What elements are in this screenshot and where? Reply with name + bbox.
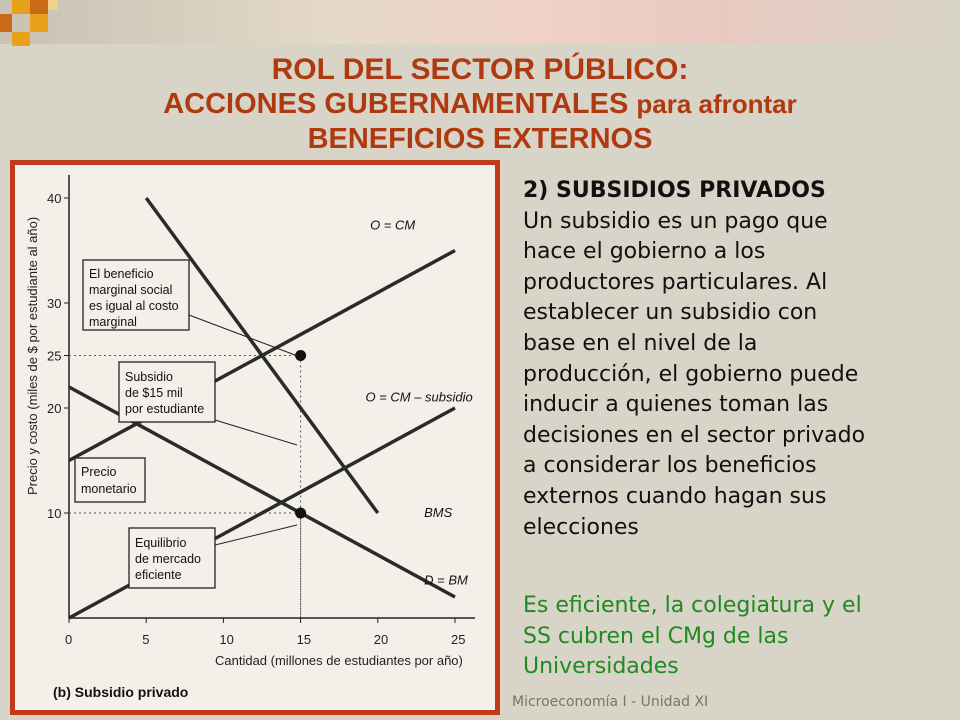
- box-subsidio: Subsidio de $15 mil por estudiante: [118, 361, 216, 423]
- box-beneficio: El beneficio marginal social es igual al…: [82, 259, 190, 331]
- series-label: BMS: [424, 505, 453, 520]
- y-tick-label: 40: [47, 191, 61, 206]
- body-text: 2) SUBSIDIOS PRIVADOS Un subsidio es un …: [523, 176, 948, 543]
- conclusion-line: SS cubren el CMg de las: [523, 623, 789, 649]
- body-line: base en el nivel de la: [523, 330, 758, 356]
- x-tick-label: 25: [451, 632, 465, 647]
- axis-ticks: 0 5 10 15 20 25 10 20 25 30 40: [47, 191, 465, 647]
- body-line: inducir a quienes toman las: [523, 392, 829, 418]
- pointer-subsidio: [214, 419, 298, 446]
- x-tick-label: 15: [297, 632, 311, 647]
- y-tick-label: 20: [47, 401, 61, 416]
- body-line: producción, el gobierno puede: [523, 361, 859, 387]
- title-line-2: ACCIONES GUBERNAMENTALES para afrontar: [0, 90, 960, 119]
- box-subsidio-line-2: de $15 mil: [125, 386, 183, 400]
- x-tick-label: 0: [65, 632, 72, 647]
- box-beneficio-line-3: es igual al costo: [89, 299, 179, 313]
- body-line: hace el gobierno a los: [523, 239, 766, 265]
- box-beneficio-line-1: El beneficio: [89, 267, 154, 281]
- x-axis-label: Cantidad (millones de estudiantes por añ…: [215, 653, 463, 668]
- box-beneficio-line-2: marginal social: [89, 283, 172, 297]
- subsidy-chart: Precio y costo (miles de $ por estudiant…: [25, 175, 475, 700]
- pointer-equilibrio: [214, 524, 298, 546]
- conclusion-text: Es eficiente, la colegiatura y el SS cub…: [523, 591, 953, 683]
- series-line: [68, 406, 456, 620]
- body-line: elecciones: [523, 514, 639, 540]
- x-tick-label: 5: [142, 632, 149, 647]
- title-line-2-small: para afrontar: [636, 89, 797, 119]
- title-line-1: ROL DEL SECTOR PÚBLICO:: [271, 53, 689, 86]
- box-precio-line-2: monetario: [81, 482, 137, 496]
- figure-frame: Precio y costo (miles de $ por estudiant…: [10, 160, 500, 715]
- box-precio: Precio monetario: [74, 457, 146, 503]
- slide-footer: Microeconomía I - Unidad XI: [512, 694, 709, 710]
- body-line: productores particulares. Al: [523, 269, 828, 295]
- y-tick-label: 25: [47, 349, 61, 364]
- box-subsidio-line-3: por estudiante: [125, 402, 204, 416]
- body-line: a considerar los beneficios: [523, 453, 817, 479]
- y-tick-label: 10: [47, 506, 61, 521]
- box-equilibrio-line-2: de mercado: [135, 552, 201, 566]
- x-tick-label: 10: [219, 632, 233, 647]
- equilibrium-points: [295, 350, 307, 519]
- box-subsidio-line-1: Subsidio: [125, 370, 173, 384]
- body-line: establecer un subsidio con: [523, 300, 818, 326]
- box-precio-line-1: Precio: [81, 465, 116, 479]
- figure-caption: (b) Subsidio privado: [53, 684, 188, 700]
- guide-lines: [69, 355, 302, 618]
- curve-labels: O = CM O = CM – subsidio BMS D = BM: [365, 218, 472, 588]
- series-label: O = CM – subsidio: [365, 390, 472, 405]
- pointer-beneficio: [188, 314, 296, 356]
- box-equilibrio-line-1: Equilibrio: [135, 536, 186, 550]
- box-beneficio-line-4: marginal: [89, 315, 137, 329]
- box-equilibrio-line-3: eficiente: [135, 568, 182, 582]
- title-line-3: BENEFICIOS EXTERNOS: [307, 123, 653, 155]
- x-tick-label: 20: [374, 632, 388, 647]
- y-axis-label: Precio y costo (miles de $ por estudiant…: [25, 217, 40, 495]
- equilibrium-point: [295, 507, 307, 519]
- series-label: D = BM: [424, 572, 468, 587]
- body-line: decisiones en el sector privado: [523, 422, 866, 448]
- body-line: Un subsidio es un pago que: [523, 208, 828, 234]
- y-tick-label: 30: [47, 296, 61, 311]
- top-banner: [0, 0, 960, 44]
- series-label: O = CM: [370, 218, 415, 233]
- box-equilibrio: Equilibrio de mercado eficiente: [128, 527, 216, 589]
- title-line-2-main: ACCIONES GUBERNAMENTALES: [163, 88, 637, 120]
- body-heading: 2) SUBSIDIOS PRIVADOS: [523, 178, 826, 203]
- conclusion-line: Es eficiente, la colegiatura y el: [523, 593, 862, 618]
- series-line: [144, 196, 380, 515]
- body-line: externos cuando hagan sus: [523, 483, 827, 509]
- conclusion-line: Universidades: [523, 654, 679, 680]
- equilibrium-point: [295, 350, 307, 361]
